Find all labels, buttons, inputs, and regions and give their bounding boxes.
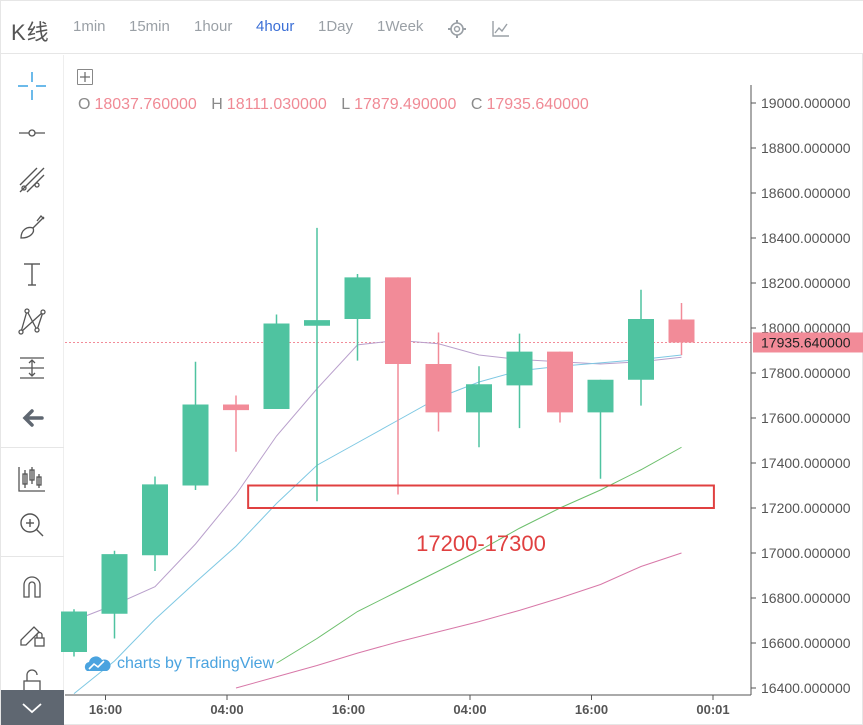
page-title: K线 — [11, 20, 50, 45]
tab-1week[interactable]: 1Week — [377, 18, 424, 35]
y-tick-label: 17600.000000 — [761, 410, 851, 426]
back-arrow-icon[interactable] — [15, 401, 49, 435]
candles-icon[interactable] — [15, 462, 49, 496]
support-zone-annotation: 17200-17300 — [247, 484, 715, 556]
y-tick-label: 18800.000000 — [761, 140, 851, 156]
last-price-tag — [753, 332, 863, 353]
candle-body — [344, 277, 371, 319]
candle-body — [547, 351, 573, 413]
open-value: 18037.760000 — [94, 96, 197, 113]
y-tick-label: 17200.000000 — [761, 500, 851, 516]
brush-icon[interactable] — [15, 210, 49, 244]
candle-body — [101, 554, 128, 614]
close-value: 17935.640000 — [486, 96, 589, 113]
y-tick-label: 18200.000000 — [761, 275, 851, 291]
candle-body — [668, 319, 695, 343]
tab-15min[interactable]: 15min — [129, 18, 170, 35]
measure-icon[interactable] — [15, 351, 49, 385]
cloud-logo-icon — [84, 656, 111, 671]
tab-1day[interactable]: 1Day — [318, 18, 354, 35]
candle-body — [425, 364, 452, 413]
ma-line-3 — [276, 446, 682, 664]
candle-body — [466, 384, 492, 413]
y-tick-label: 16600.000000 — [761, 635, 851, 651]
candle-body — [385, 277, 411, 364]
candles — [61, 227, 695, 657]
low-value: 17879.490000 — [354, 96, 457, 113]
collapse-toolbar-button[interactable] — [1, 690, 64, 725]
ma-line-1 — [73, 339, 682, 621]
x-tick-label: 00:01 — [696, 702, 729, 717]
tradingview-watermark[interactable]: charts by TradingView — [83, 655, 274, 673]
ohlc-legend: O 18037.760000 H 18111.030000 L 17879.49000… — [78, 96, 599, 114]
candle-body — [142, 484, 168, 556]
moving-averages — [73, 339, 682, 695]
drawing-toolbar — [1, 55, 64, 725]
candle-body — [304, 320, 330, 326]
high-label: H — [211, 96, 223, 113]
y-tick-label: 17400.000000 — [761, 455, 851, 471]
tab-1min[interactable]: 1min — [73, 18, 106, 35]
crosshair-icon[interactable] — [15, 69, 49, 103]
y-tick-label: 16800.000000 — [761, 590, 851, 606]
candle-body — [182, 404, 209, 486]
candle-body — [587, 379, 614, 413]
y-tick-label: 17000.000000 — [761, 545, 851, 561]
tab-4hour[interactable]: 4hour — [256, 18, 295, 35]
lock-drawing-icon[interactable] — [15, 617, 49, 651]
ma-line-4 — [235, 552, 682, 689]
candle-body — [263, 323, 290, 409]
low-label: L — [341, 96, 351, 113]
zoom-in-icon[interactable] — [15, 508, 49, 542]
ma-line-2 — [73, 354, 682, 695]
x-tick-label: 04:00 — [210, 702, 243, 717]
top-toolbar: K线 1min 15min 1hour 4hour 1Day 1Week — [1, 1, 863, 54]
close-label: C — [470, 96, 483, 113]
add-indicator-icon[interactable] — [77, 69, 93, 85]
x-tick-label: 16:00 — [575, 702, 608, 717]
candle-body — [506, 351, 533, 386]
indicators-icon[interactable] — [491, 19, 511, 39]
y-tick-label: 19000.000000 — [761, 95, 851, 111]
x-tick-label: 04:00 — [453, 702, 486, 717]
magnet-icon[interactable] — [15, 569, 49, 603]
y-tick-label: 17800.000000 — [761, 365, 851, 381]
y-tick-label: 18600.000000 — [761, 185, 851, 201]
trend-lines-icon[interactable] — [15, 163, 49, 197]
support-zone-box — [247, 484, 715, 509]
tab-1hour[interactable]: 1hour — [194, 18, 233, 35]
support-zone-label: 17200-17300 — [416, 531, 546, 556]
candle-body — [61, 611, 87, 652]
candle-body — [223, 404, 249, 411]
candle-body — [628, 319, 654, 380]
pattern-icon[interactable] — [15, 304, 49, 338]
watermark-text: charts by TradingView — [117, 655, 275, 672]
gear-icon[interactable] — [447, 19, 467, 39]
axes: 19000.000000 18800.000000 18600.000000 1840… — [65, 85, 863, 717]
x-tick-label: 16:00 — [89, 702, 122, 717]
y-tick-label: 16400.000000 — [761, 680, 851, 696]
y-tick-label: 18000.000000 — [761, 320, 851, 336]
high-value: 18111.030000 — [226, 96, 327, 113]
horizontal-line-icon[interactable] — [15, 116, 49, 150]
y-tick-label: 18400.000000 — [761, 230, 851, 246]
text-icon[interactable] — [15, 257, 49, 291]
open-label: O — [78, 96, 91, 113]
x-tick-label: 16:00 — [332, 702, 365, 717]
last-price-label: 17935.640000 — [761, 334, 851, 350]
